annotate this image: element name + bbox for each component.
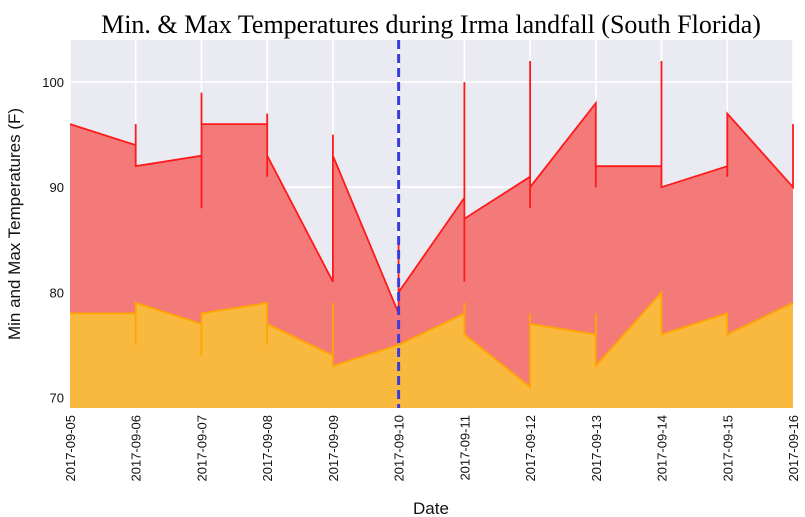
x-tick-label: 2017-09-05 [63, 415, 78, 482]
y-axis-label: Min and Max Temperatures (F) [5, 108, 24, 340]
x-tick-label: 2017-09-14 [655, 415, 670, 482]
x-tick-label: 2017-09-06 [129, 415, 144, 482]
area-series [70, 61, 793, 408]
y-tick-label: 70 [50, 390, 64, 405]
y-tick-label: 80 [50, 285, 64, 300]
x-tick-label: 2017-09-10 [392, 415, 407, 482]
x-tick-labels: 2017-09-05 2017-09-06 2017-09-07 2017-09-08… [63, 415, 801, 482]
area-fill-1 [70, 292, 793, 408]
chart-title: Min. & Max Temperatures during Irma land… [101, 10, 761, 39]
x-tick-label: 2017-09-07 [194, 415, 209, 482]
y-tick-label: 100 [42, 75, 64, 90]
x-tick-label: 2017-09-13 [589, 415, 604, 482]
x-tick-label: 2017-09-09 [326, 415, 341, 482]
y-tick-labels: 70 80 90 100 [42, 75, 64, 405]
x-tick-label: 2017-09-11 [457, 415, 472, 481]
series-line-0 [69, 61, 794, 314]
y-tick-label: 90 [50, 180, 64, 195]
x-tick-label: 2017-09-08 [260, 415, 275, 482]
x-tick-label: 2017-09-12 [523, 415, 538, 482]
x-axis-label: Date [413, 499, 449, 517]
x-tick-label: 2017-09-15 [720, 415, 735, 482]
x-tick-label: 2017-09-16 [786, 415, 801, 482]
